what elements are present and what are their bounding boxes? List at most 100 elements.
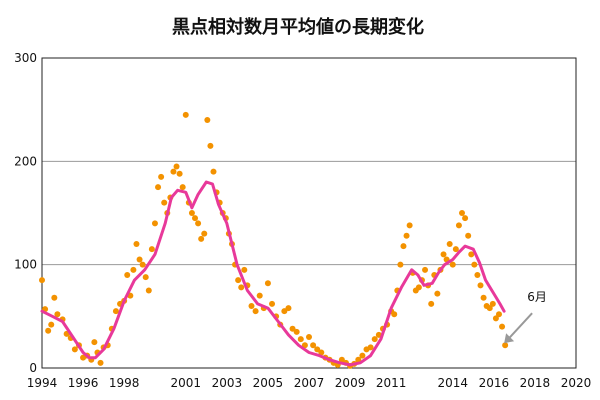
monthly-point (45, 327, 52, 334)
monthly-point (112, 308, 119, 315)
monthly-point (252, 308, 259, 315)
monthly-point (367, 344, 374, 351)
monthly-point (151, 220, 158, 227)
monthly-point (477, 282, 484, 289)
monthly-point (318, 349, 325, 356)
monthly-point (264, 280, 271, 287)
monthly-point (198, 235, 205, 242)
monthly-point (415, 284, 422, 291)
monthly-point (173, 163, 180, 170)
monthly-point (235, 277, 242, 284)
monthly-point (142, 274, 149, 281)
x-tick-label: 2018 (520, 376, 551, 390)
monthly-point (471, 261, 478, 268)
monthly-point (440, 251, 447, 258)
x-tick-label: 2001 (170, 376, 201, 390)
monthly-point (148, 246, 155, 253)
monthly-point (480, 294, 487, 301)
x-tick-label: 2003 (212, 376, 243, 390)
chart-title: 黒点相対数月平均値の長期変化 (172, 16, 424, 38)
monthly-point (238, 284, 245, 291)
monthly-point (310, 342, 317, 349)
monthly-point (486, 305, 493, 312)
monthly-point (289, 325, 296, 332)
monthly-point (397, 261, 404, 268)
monthly-point (241, 266, 248, 273)
monthly-points (39, 111, 509, 369)
x-tick-label: 2005 (253, 376, 284, 390)
monthly-point (54, 311, 61, 318)
monthly-point (130, 266, 137, 273)
x-tick-label: 2016 (479, 376, 510, 390)
monthly-point (136, 256, 143, 263)
monthly-point (207, 142, 214, 149)
monthly-point (133, 241, 140, 247)
monthly-point (474, 272, 481, 278)
monthly-point (297, 336, 304, 343)
monthly-point (195, 220, 202, 227)
x-axis-labels: 1994 1996 1998 2001 2003 2005 2007 2009 2011 2014… (27, 376, 592, 390)
monthly-point (145, 287, 152, 294)
monthly-point (248, 303, 255, 309)
x-tick-label: 2011 (376, 376, 407, 390)
monthly-point (455, 222, 462, 229)
monthly-point (371, 336, 378, 343)
x-tick-label: 1996 (68, 376, 99, 390)
monthly-point (403, 232, 410, 239)
monthly-point (446, 241, 453, 247)
y-tick-label: 100 (14, 258, 37, 272)
monthly-point (462, 215, 469, 222)
monthly-point (176, 170, 183, 177)
x-tick-label: 1994 (27, 376, 58, 390)
annotation-arrow (507, 312, 533, 340)
monthly-point (39, 277, 45, 284)
x-tick-label: 2007 (294, 376, 325, 390)
y-axis-labels: 0 100 200 300 (14, 51, 37, 375)
annotation-arrowhead (504, 333, 515, 344)
y-tick-label: 200 (14, 154, 37, 168)
monthly-point (188, 210, 195, 216)
monthly-point (359, 352, 366, 359)
monthly-point (179, 184, 186, 191)
y-tick-label: 300 (14, 51, 37, 65)
monthly-point (48, 321, 55, 328)
monthly-point (71, 346, 78, 353)
monthly-point (51, 294, 58, 301)
monthly-point (210, 168, 217, 175)
monthly-point (97, 359, 104, 366)
x-tick-label: 2014 (437, 376, 468, 390)
grid (42, 160, 576, 266)
monthly-point (314, 346, 321, 353)
monthly-point (459, 210, 466, 216)
monthly-point (139, 261, 146, 268)
monthly-point (449, 261, 456, 268)
plot-area (41, 57, 577, 369)
monthly-point (161, 199, 168, 206)
monthly-point (201, 230, 208, 237)
monthly-point (170, 168, 177, 175)
monthly-point (465, 232, 472, 239)
monthly-point (338, 356, 345, 363)
x-tick-label: 2020 (561, 376, 592, 390)
monthly-point (269, 300, 276, 307)
monthly-point (182, 111, 189, 118)
monthly-point (422, 266, 429, 273)
monthly-point (492, 315, 499, 322)
annotation: 6月 (504, 290, 547, 344)
monthly-point (91, 339, 98, 346)
monthly-point (192, 215, 199, 222)
monthly-point (428, 300, 435, 307)
monthly-point (406, 222, 413, 229)
monthly-point (489, 300, 496, 307)
monthly-point (452, 246, 459, 253)
monthly-point (495, 311, 502, 318)
monthly-point (281, 308, 288, 315)
monthly-point (124, 272, 131, 278)
monthly-point (499, 323, 506, 330)
monthly-point (155, 184, 162, 191)
monthly-point (285, 305, 292, 312)
monthly-point (158, 173, 165, 180)
y-tick-label: 0 (29, 361, 37, 375)
monthly-point (434, 290, 441, 297)
